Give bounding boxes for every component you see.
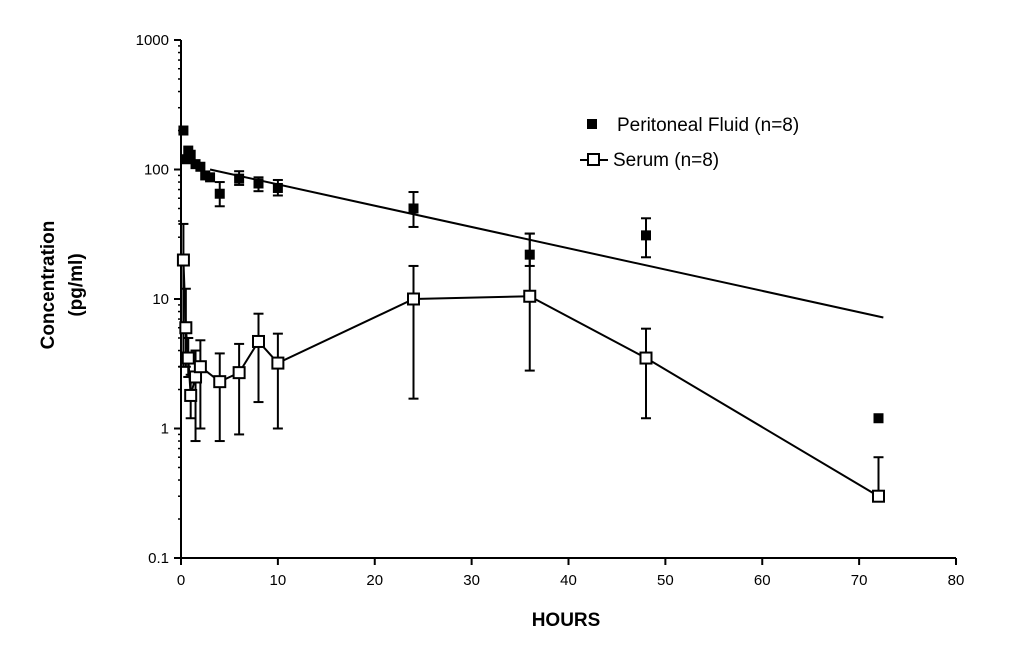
x-tick-label: 70 [851, 572, 868, 589]
legend-label-peritoneal-fluid: Peritoneal Fluid (n=8) [617, 115, 799, 136]
x-tick-label: 40 [560, 572, 577, 589]
peritoneal-fluid-point [195, 161, 206, 172]
peritoneal-fluid-point [178, 125, 189, 136]
y-tick-label: 100 [144, 162, 169, 179]
x-tick-label: 50 [657, 572, 674, 589]
y-tick-label: 0.1 [148, 550, 169, 567]
y-axis-ticks: 0.1 1 10 100 1000 [136, 32, 181, 567]
x-tick-label: 30 [463, 572, 480, 589]
y-axis-title: Concentration (pg/ml) [38, 221, 87, 350]
peritoneal-fluid-point [272, 182, 283, 193]
legend-marker-serum [587, 153, 600, 166]
serum-point [184, 388, 198, 402]
x-tick-label: 10 [270, 572, 287, 589]
legend-marker-peritoneal-fluid [587, 119, 597, 129]
y-tick-label: 1000 [136, 32, 169, 49]
serum-point [271, 356, 285, 370]
serum-point [252, 334, 265, 348]
peritoneal-fluid-fit-line [209, 168, 884, 319]
x-tick-label: 60 [754, 572, 771, 589]
plot-area [176, 125, 885, 503]
y-axis-title-line-2: (pg/ml) [66, 253, 87, 316]
peritoneal-fluid-point [408, 203, 419, 214]
peritoneal-fluid-point [641, 230, 651, 241]
legend-label-serum: Serum (n=8) [613, 150, 719, 171]
peritoneal-fluid-point [524, 249, 535, 260]
serum-point [179, 321, 193, 335]
serum-point [193, 360, 207, 374]
serum-point [232, 366, 246, 380]
serum-point [181, 351, 195, 365]
peritoneal-fluid-point [205, 172, 216, 183]
peritoneal-fluid-point [253, 178, 264, 189]
serum-point [407, 292, 420, 306]
peritoneal-fluid-point [873, 413, 884, 424]
legend: Peritoneal Fluid (n=8) Serum (n=8) [580, 115, 799, 171]
axes [180, 40, 956, 559]
serum-point [523, 289, 537, 303]
peritoneal-fluid-point [234, 173, 245, 184]
serum-point [176, 253, 190, 267]
y-tick-label: 1 [161, 421, 169, 438]
x-axis-title: HOURS [532, 610, 601, 631]
y-tick-label: 10 [152, 291, 169, 308]
serum-point [639, 351, 653, 365]
y-axis-title-line-1: Concentration [38, 221, 59, 350]
serum-point [213, 375, 227, 389]
peritoneal-fluid-point [185, 149, 196, 160]
serum-point [872, 489, 885, 503]
x-axis-ticks: 0 10 20 30 40 50 60 70 80 [177, 558, 965, 589]
peritoneal-fluid-point [214, 188, 225, 199]
x-tick-label: 20 [366, 572, 383, 589]
x-tick-label: 80 [948, 572, 965, 589]
x-tick-label: 0 [177, 572, 185, 589]
